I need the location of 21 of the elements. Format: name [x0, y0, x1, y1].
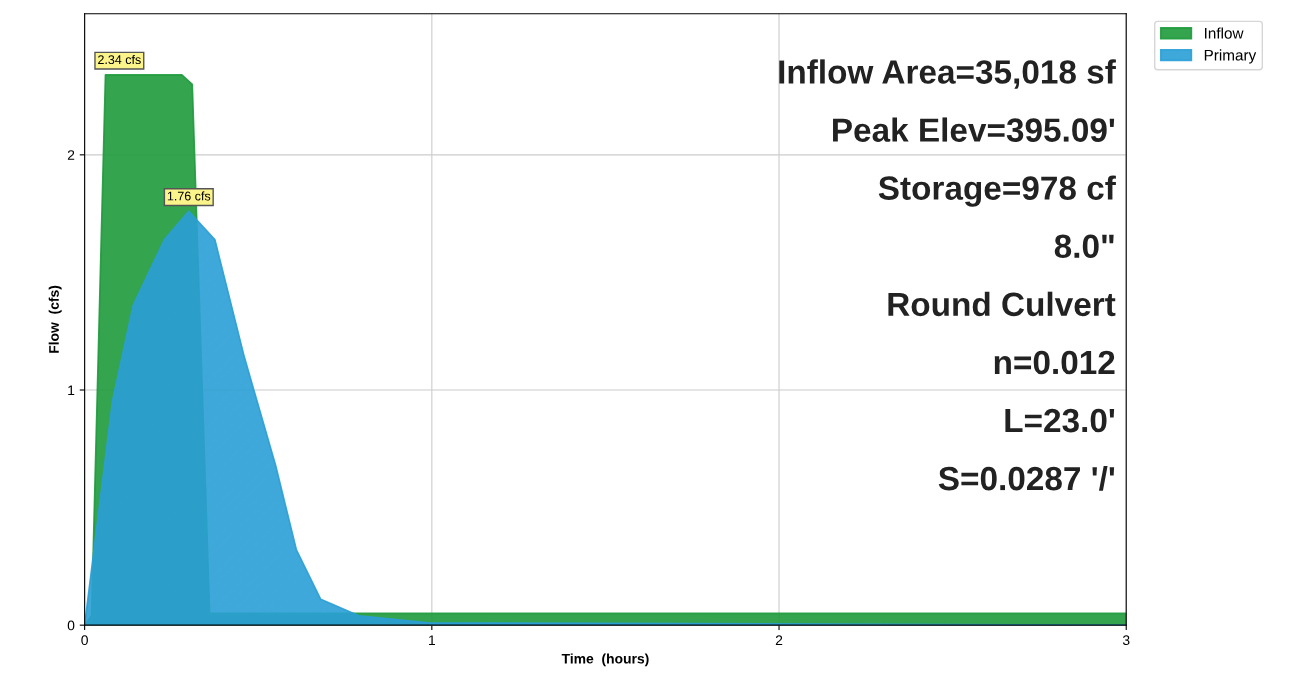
y-tick-label: 1	[68, 385, 75, 396]
annotation: Peak Elev=395.09'	[833, 117, 1115, 142]
annotation: Round Culvert	[888, 291, 1116, 317]
annotation: Inflow Area=35,018 sf	[779, 59, 1116, 89]
annotation: S=0.0287 '/'	[938, 465, 1115, 491]
annotation: 1.76 cfs	[167, 191, 211, 201]
y-axis-title: Flow (cfs)	[48, 285, 62, 353]
annotation: 2.34 cfs	[98, 54, 141, 65]
x-tick-label: 3	[1122, 635, 1130, 646]
x-tick-label: 1	[429, 635, 436, 645]
y-tick-label: 0	[67, 620, 75, 631]
annotation: L=23.0'	[1005, 408, 1115, 433]
x-tick-label: 0	[81, 635, 88, 646]
legend-label: Inflow	[1205, 27, 1244, 39]
legend-label: Primary	[1204, 49, 1257, 64]
x-axis-title: Time (hours)	[561, 653, 649, 667]
annotation: Storage=978 cf	[878, 175, 1116, 207]
annotation: n=0.012	[994, 350, 1115, 375]
annotation: 8.0"	[1054, 234, 1114, 259]
y-tick-label: 2	[67, 150, 75, 160]
x-tick-label: 2	[775, 635, 783, 645]
